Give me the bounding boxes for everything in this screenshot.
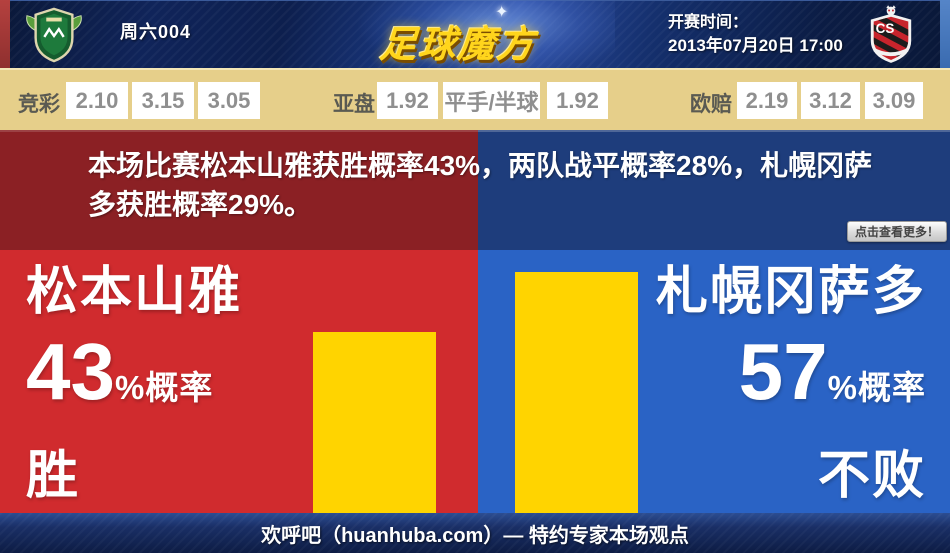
away-panel-text: 札幌冈萨多 57%概率 不败 — [656, 260, 926, 509]
home-panel-text: 松本山雅 43%概率 胜 — [26, 260, 242, 509]
away-probability-bar — [515, 272, 638, 513]
site-logo: ✦ 足球魔方 — [345, 0, 625, 78]
away-team-panel: 札幌冈萨多 57%概率 不败 — [478, 250, 950, 513]
yapan-label: 亚盘 — [333, 93, 375, 116]
jingcai-label: 竞彩 — [18, 93, 60, 116]
home-probability-bar — [313, 332, 436, 513]
away-probability-line: 57%概率 — [656, 324, 926, 443]
consadole-sapporo-crest-icon: CS — [870, 5, 912, 63]
match-summary-text: 本场比赛松本山雅获胜概率43%，两队战平概率28%，札幌冈萨多获胜概率29%。 — [88, 150, 873, 220]
oupei-odd-home: 2.19 — [737, 82, 797, 119]
view-more-button[interactable]: 点击查看更多！ — [847, 221, 947, 242]
home-team-name: 松本山雅 — [26, 263, 243, 321]
jingcai-odd-draw: 3.15 — [132, 82, 194, 119]
left-edge-strip — [0, 0, 10, 70]
yapan-odd-away: 1.92 — [547, 82, 608, 119]
jingcai-odd-away: 3.05 — [198, 82, 260, 119]
footer: 欢呼吧（huanhuba.com）— 特约专家本场观点 — [0, 513, 950, 553]
header: 周六004 ✦ 足球魔方 开赛时间： 2013年07月20日 17:00 CS — [0, 0, 950, 78]
home-probability-line: 43%概率 — [26, 324, 242, 443]
sparkle-icon: ✦ — [495, 4, 509, 21]
right-edge-strip — [940, 0, 950, 68]
site-logo-text: 足球魔方 — [378, 24, 538, 65]
kickoff-label: 开赛时间： — [668, 14, 749, 31]
oupei-odd-away: 3.09 — [865, 82, 923, 119]
yapan-handicap: 平手/半球 — [443, 82, 540, 119]
home-team-panel: 松本山雅 43%概率 胜 — [0, 250, 478, 513]
odds-bar: 竞彩 2.10 3.15 3.05 亚盘 1.92 平手/半球 1.92 欧赔 … — [0, 68, 950, 130]
logo-glow — [355, 0, 615, 78]
away-probability-suffix: %概率 — [827, 369, 926, 406]
kickoff-datetime: 2013年07月20日 17:00 — [668, 36, 843, 55]
away-probability-value: 57 — [738, 327, 828, 416]
crest-initials: CS — [876, 21, 895, 36]
summary-banner: 本场比赛松本山雅获胜概率43%，两队战平概率28%，札幌冈萨多获胜概率29%。 — [0, 130, 950, 250]
jingcai-odd-home: 2.10 — [66, 82, 128, 119]
summary-banner-red-bg — [0, 130, 478, 250]
away-team-name: 札幌冈萨多 — [655, 263, 926, 321]
home-probability-suffix: %概率 — [114, 369, 214, 406]
match-number-label: 周六004 — [120, 22, 192, 42]
footer-text: 欢呼吧（huanhuba.com）— 特约专家本场观点 — [261, 524, 689, 547]
away-outcome-label: 不败 — [817, 447, 926, 505]
oupei-odd-draw: 3.12 — [801, 82, 860, 119]
matsumoto-yamaga-crest-icon — [26, 7, 82, 63]
kickoff-info: 开赛时间： 2013年07月20日 17:00 — [668, 12, 843, 58]
yapan-odd-home: 1.92 — [377, 82, 438, 119]
home-outcome-label: 胜 — [26, 447, 81, 505]
oupei-label: 欧赔 — [690, 93, 732, 116]
home-probability-value: 43 — [26, 327, 115, 416]
